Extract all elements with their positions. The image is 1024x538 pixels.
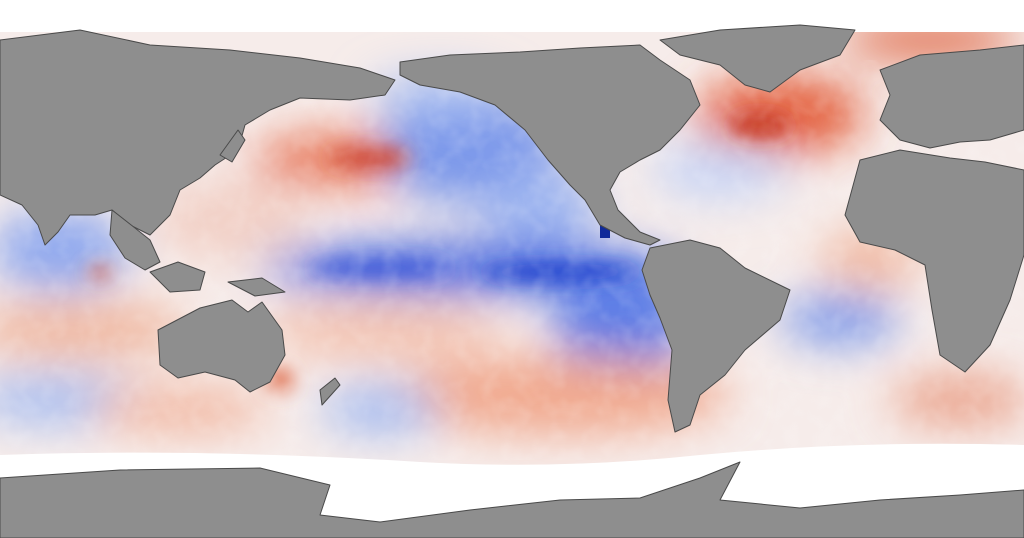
- arctic-ice: [0, 0, 1024, 32]
- europe: [879, 44, 1024, 149]
- new-guinea: [227, 277, 286, 297]
- japan: [219, 129, 246, 163]
- south-america: [641, 239, 791, 433]
- new-zealand: [319, 377, 341, 406]
- greenland: [659, 24, 856, 93]
- anomaly-spot: [600, 222, 610, 238]
- australia: [157, 299, 286, 393]
- eurasia-west: [0, 29, 396, 246]
- landmasses: [0, 24, 1024, 538]
- north-america: [399, 44, 701, 246]
- southeast-asia: [109, 209, 161, 271]
- borneo-sumatra: [149, 261, 206, 293]
- africa: [844, 149, 1024, 373]
- antarctica: [0, 461, 1024, 538]
